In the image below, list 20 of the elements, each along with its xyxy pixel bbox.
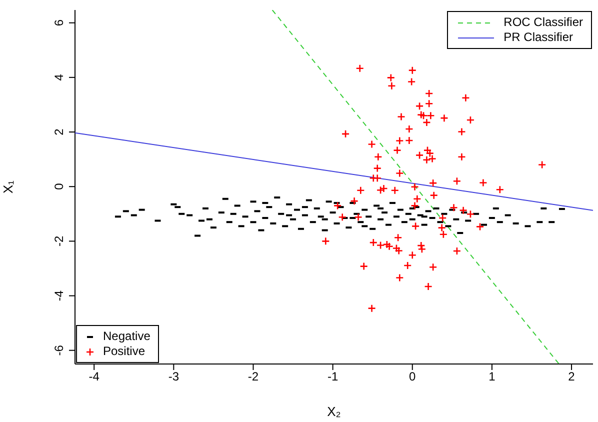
- x-tick-label: 1: [488, 370, 496, 384]
- y-tick-label: -6: [52, 344, 66, 356]
- x-tick-label: -4: [88, 370, 100, 384]
- y-tick-label: 4: [52, 74, 66, 81]
- y-tick-label: -2: [52, 236, 66, 247]
- x-tick-label: 0: [409, 370, 416, 384]
- x-tick-label: -2: [248, 370, 259, 384]
- y-tick-label: 0: [52, 182, 66, 190]
- x-tick-label: -3: [168, 370, 180, 384]
- legend-label: ROC Classifier: [504, 15, 583, 30]
- y-tick-label: 6: [52, 19, 66, 26]
- legend-label: PR Classifier: [504, 30, 574, 45]
- x-tick-label: 2: [568, 370, 576, 384]
- y-tick-label: -4: [52, 290, 66, 302]
- legend-label: Positive: [103, 344, 146, 359]
- legend-label: Negative: [103, 329, 150, 344]
- x-tick-label: -1: [327, 370, 338, 384]
- x-axis-title: X₂: [327, 404, 341, 419]
- y-tick-label: 2: [52, 128, 66, 136]
- y-axis-title: X₁: [0, 180, 16, 194]
